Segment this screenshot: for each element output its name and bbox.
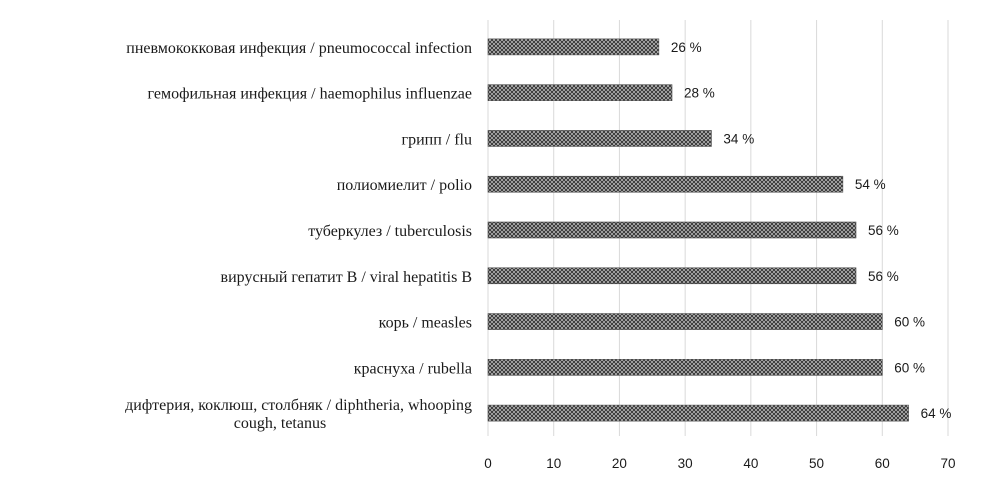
value-label: 54 % xyxy=(855,177,886,192)
category-label: дифтерия, коклюш, столбняк / diphtheria,… xyxy=(125,397,472,414)
bar xyxy=(487,267,857,285)
bar xyxy=(487,404,909,422)
x-tick-label: 40 xyxy=(743,456,758,471)
category-label: туберкулез / tuberculosis xyxy=(308,223,472,240)
value-label: 34 % xyxy=(723,131,754,146)
x-tick-label: 70 xyxy=(940,456,955,471)
bar xyxy=(487,313,883,330)
category-label: корь / measles xyxy=(379,315,472,332)
category-label: грипп / flu xyxy=(402,131,472,148)
x-tick-label: 50 xyxy=(809,456,824,471)
category-label: полиомиелит / polio xyxy=(337,177,472,194)
value-labels: 26 % 28 % 34 % 54 % 56 % 56 % 60 % 60 % 64 % xyxy=(671,40,951,421)
x-tick-label: 30 xyxy=(678,456,693,471)
bar xyxy=(487,84,673,101)
bar xyxy=(487,175,844,193)
x-tick-label: 0 xyxy=(484,456,492,471)
category-labels: пневмококковая инфекция / pneumococcal i… xyxy=(125,40,472,432)
category-label: cough, tetanus xyxy=(234,415,326,432)
x-axis-ticks: 0 10 20 30 40 50 60 70 xyxy=(484,456,955,471)
bar xyxy=(487,130,712,147)
value-label: 64 % xyxy=(921,406,952,421)
x-tick-label: 60 xyxy=(875,456,890,471)
value-label: 60 % xyxy=(894,360,925,375)
value-label: 56 % xyxy=(868,223,899,238)
category-label: краснуха / rubella xyxy=(354,360,472,377)
value-label: 26 % xyxy=(671,40,702,55)
value-label: 28 % xyxy=(684,86,715,101)
bar xyxy=(487,359,883,376)
bar xyxy=(487,221,857,239)
category-label: пневмококковая инфекция / pneumococcal i… xyxy=(126,40,472,57)
category-label: вирусный гепатит В / viral hepatitis B xyxy=(221,269,472,286)
value-label: 56 % xyxy=(868,269,899,284)
x-tick-label: 10 xyxy=(546,456,561,471)
x-tick-label: 20 xyxy=(612,456,627,471)
value-label: 60 % xyxy=(894,315,925,330)
category-label: гемофильная инфекция / haemophilus influ… xyxy=(148,86,473,103)
bars xyxy=(487,38,909,422)
bar xyxy=(487,38,660,56)
